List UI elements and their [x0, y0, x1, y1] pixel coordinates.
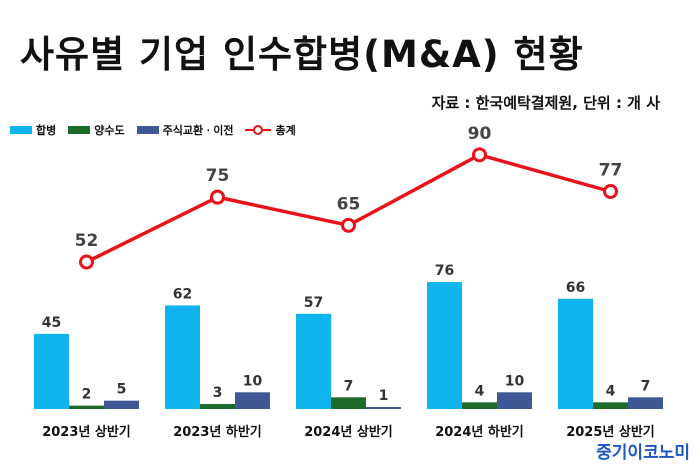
bar-merger-3	[427, 282, 462, 409]
bar-stock-0	[104, 400, 139, 409]
legend-swatch-stock	[136, 126, 159, 134]
data-label-total-4: 77	[599, 161, 623, 181]
bar-transfer-2	[331, 397, 366, 409]
point-total-1	[210, 189, 225, 205]
legend-item-total: 총계	[245, 122, 296, 138]
x-tick-label-4: 2025년 상반기	[566, 424, 655, 440]
legend-swatch-total	[245, 125, 272, 135]
bar-merger-0	[34, 333, 69, 409]
bar-transfer-0	[69, 405, 104, 409]
bar-merger-1	[165, 305, 200, 409]
legend: 합병 양수도 주식교환ㆍ이전 총계	[10, 122, 296, 138]
data-label-merger-2: 57	[304, 295, 323, 311]
source-note: 자료 : 한국예탁결제원, 단위 : 개 사	[431, 94, 660, 112]
bar-stock-1	[235, 392, 270, 409]
bar-stock-2	[366, 407, 401, 409]
legend-label-transfer: 양수도	[94, 124, 125, 137]
data-label-transfer-1: 3	[213, 385, 223, 401]
data-label-stock-3: 10	[505, 373, 525, 389]
brand-logo-text: 중기이코노미	[596, 443, 690, 463]
chart-title: 사유별 기업 인수합병(M&A) 현황	[20, 33, 584, 76]
point-total-0	[79, 254, 94, 270]
x-tick-label-0: 2023년 상반기	[42, 424, 131, 440]
legend-item-stock: 주식교환ㆍ이전	[136, 122, 234, 138]
x-tick-label-3: 2024년 하반기	[435, 424, 524, 440]
x-tick-label-2: 2024년 상반기	[304, 424, 393, 440]
data-label-total-2: 65	[337, 194, 361, 214]
data-label-stock-1: 10	[243, 373, 263, 389]
legend-swatch-merger	[10, 126, 32, 134]
bar-stock-4	[628, 397, 663, 409]
legend-label-total: 총계	[275, 124, 296, 137]
data-label-total-3: 90	[468, 124, 492, 144]
bar-transfer-1	[200, 403, 235, 409]
bar-stock-3	[497, 392, 532, 409]
data-label-transfer-2: 7	[344, 378, 354, 394]
data-label-stock-2: 1	[379, 388, 389, 404]
legend-label-stock: 주식교환ㆍ이전	[162, 124, 234, 137]
bar-transfer-3	[462, 402, 497, 409]
data-label-stock-4: 7	[641, 378, 651, 394]
bar-merger-4	[558, 298, 593, 409]
legend-item-transfer: 양수도	[68, 122, 125, 138]
legend-label-merger: 합병	[36, 124, 57, 137]
data-label-merger-0: 45	[42, 315, 61, 331]
legend-item-merger: 합병	[10, 122, 56, 138]
point-total-3	[472, 147, 487, 163]
legend-swatch-transfer	[68, 126, 91, 134]
data-label-transfer-4: 4	[606, 383, 616, 399]
data-label-stock-0: 5	[117, 382, 127, 398]
bar-transfer-4	[593, 402, 628, 409]
x-tick-label-1: 2023년 하반기	[173, 424, 262, 440]
point-total-2	[341, 217, 356, 233]
data-label-total-0: 52	[75, 231, 99, 251]
data-label-merger-3: 76	[435, 263, 454, 279]
data-label-transfer-0: 2	[82, 387, 92, 403]
data-label-transfer-3: 4	[475, 383, 485, 399]
data-label-merger-1: 62	[173, 286, 192, 302]
point-total-4	[603, 184, 618, 199]
data-label-total-1: 75	[206, 166, 230, 186]
bar-merger-2	[296, 313, 331, 409]
data-label-merger-4: 66	[566, 280, 585, 296]
